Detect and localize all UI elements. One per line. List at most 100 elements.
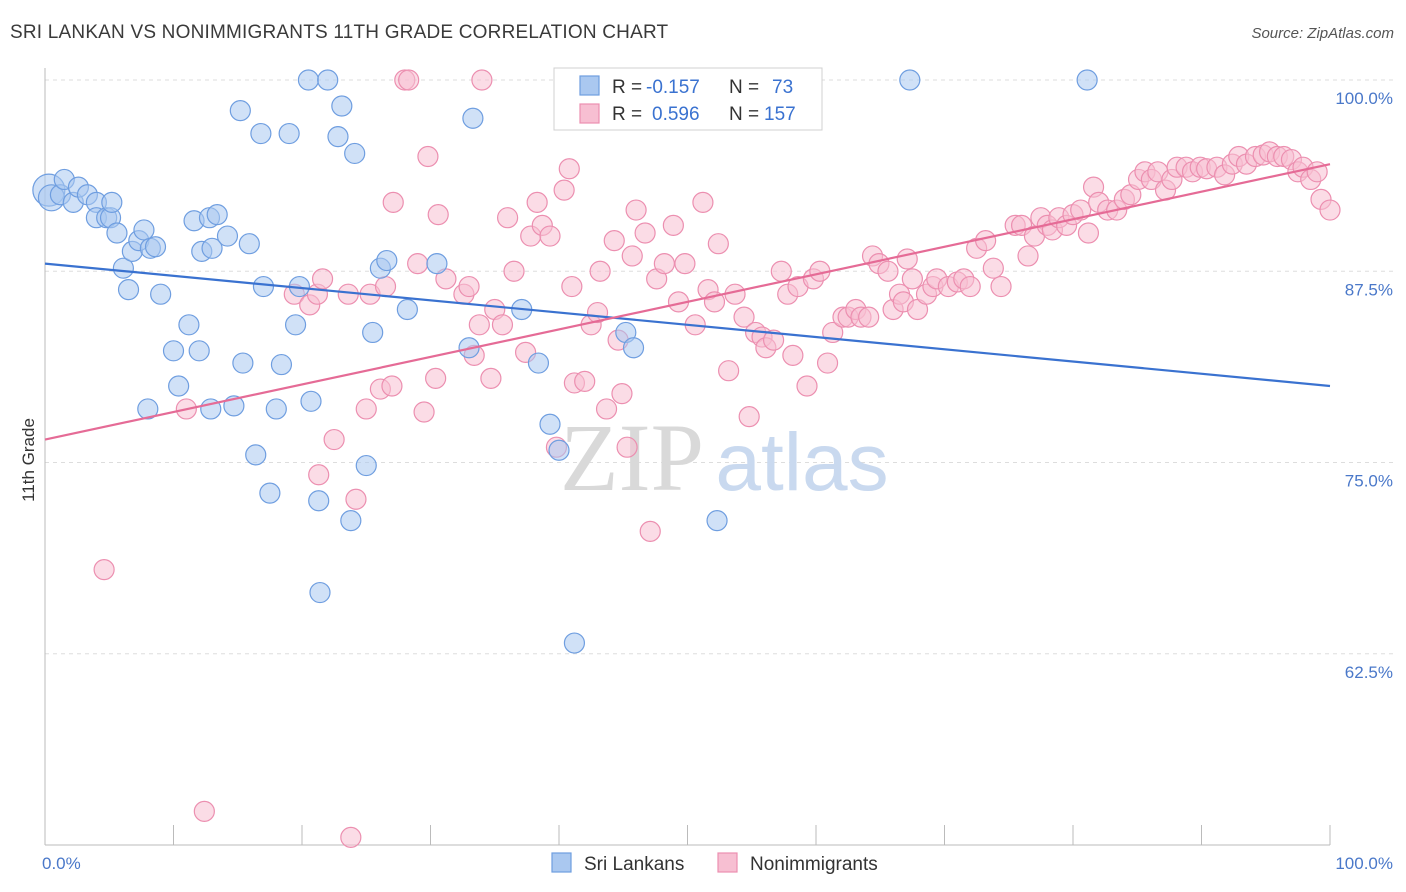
point-sri-lankans [331,95,353,117]
point-sri-lankans [548,439,570,461]
point-nonimmigrants [625,199,647,221]
point-nonimmigrants [707,233,729,255]
point-sri-lankans [188,340,210,362]
legend-n-label-1: N = [729,77,759,98]
point-nonimmigrants [458,275,480,298]
point-nonimmigrants [574,370,596,393]
x-tick-labels: 0.0% 100.0% [42,854,1393,873]
point-sri-lankans [362,321,384,344]
point-nonimmigrants [340,826,362,848]
point-nonimmigrants [692,191,714,213]
point-nonimmigrants [425,367,447,389]
point-sri-lankans [308,490,330,512]
point-sri-lankans [396,298,418,321]
point-sri-lankans [106,222,128,244]
point-nonimmigrants [497,207,519,229]
point-nonimmigrants [762,329,785,351]
y-tick-label: 75.0% [1345,472,1393,491]
point-sri-lankans [706,510,728,532]
legend-r-label-2: R = [612,104,642,125]
point-sri-lankans [137,398,159,420]
point-sri-lankans [284,314,307,336]
legend-r-value-1: -0.157 [646,77,700,98]
point-nonimmigrants [553,179,575,201]
point-sri-lankans [178,314,200,336]
point-sri-lankans [238,233,260,255]
point-sri-lankans [270,353,293,376]
point-sri-lankans [201,237,223,259]
point-sri-lankans [297,69,320,91]
y-axis-title: 11th Grade [19,418,38,502]
watermark: ZIP atlas [560,404,889,511]
point-nonimmigrants [674,253,696,275]
point-sri-lankans [622,337,645,359]
point-sri-lankans [309,581,331,604]
point-nonimmigrants [308,464,330,486]
legend-n-label-2: N = [729,104,759,125]
point-sri-lankans [168,375,190,397]
y-tick-label: 87.5% [1345,280,1393,299]
series-legend: Sri Lankans Nonimmigrants [551,852,878,875]
watermark-atlas: atlas [715,417,888,508]
point-sri-lankans [117,279,140,301]
point-nonimmigrants [877,260,899,282]
point-sri-lankans [250,122,272,145]
point-sri-lankans [340,510,362,532]
point-nonimmigrants [1077,222,1100,244]
legend-n-value-2: 157 [764,104,796,125]
point-sri-lankans [265,398,287,420]
point-nonimmigrants [417,145,439,168]
y-tick-labels: 100.0% 87.5% 75.0% 62.5% [1335,89,1393,682]
point-nonimmigrants [982,257,1004,279]
scatter-points [32,69,1341,848]
trend-line-sri-lankans [44,262,1331,388]
point-sri-lankans [206,204,228,226]
point-nonimmigrants [589,260,611,282]
point-sri-lankans [112,257,134,279]
point-nonimmigrants [311,268,334,290]
point-nonimmigrants [611,383,633,405]
point-sri-lankans [317,69,339,91]
series-legend-swatch-sri-lankans [551,852,572,873]
point-nonimmigrants [621,245,643,267]
point-sri-lankans [245,444,267,466]
point-nonimmigrants [355,398,377,420]
point-nonimmigrants [1017,245,1039,267]
point-sri-lankans [300,390,322,412]
point-nonimmigrants [193,800,215,822]
point-nonimmigrants [526,191,548,213]
legend-swatch-pink [579,103,600,124]
point-nonimmigrants [738,406,760,428]
point-nonimmigrants [603,230,625,252]
point-nonimmigrants [662,214,684,236]
point-nonimmigrants [990,275,1012,298]
point-nonimmigrants [616,436,638,458]
point-nonimmigrants [653,253,675,275]
point-nonimmigrants [407,253,429,275]
point-sri-lankans [344,142,366,165]
point-nonimmigrants [718,360,740,382]
series-legend-label-sri-lankans: Sri Lankans [584,854,684,875]
point-nonimmigrants [561,275,583,298]
point-nonimmigrants [896,248,918,270]
point-nonimmigrants [413,401,435,423]
point-sri-lankans [899,69,921,91]
point-nonimmigrants [503,260,525,282]
point-nonimmigrants [468,314,490,336]
x-tick-label: 0.0% [42,854,81,873]
point-nonimmigrants [1070,199,1092,221]
point-sri-lankans [376,249,398,272]
point-nonimmigrants [639,520,661,542]
point-nonimmigrants [901,268,923,290]
point-sri-lankans [278,122,300,145]
point-nonimmigrants [733,306,755,328]
point-nonimmigrants [1319,199,1341,221]
point-nonimmigrants [959,275,981,298]
point-nonimmigrants [558,158,580,180]
point-nonimmigrants [381,375,403,397]
watermark-zip: ZIP [560,404,704,511]
y-tick-label: 100.0% [1335,89,1393,108]
point-nonimmigrants [480,367,502,389]
point-nonimmigrants [975,230,997,252]
